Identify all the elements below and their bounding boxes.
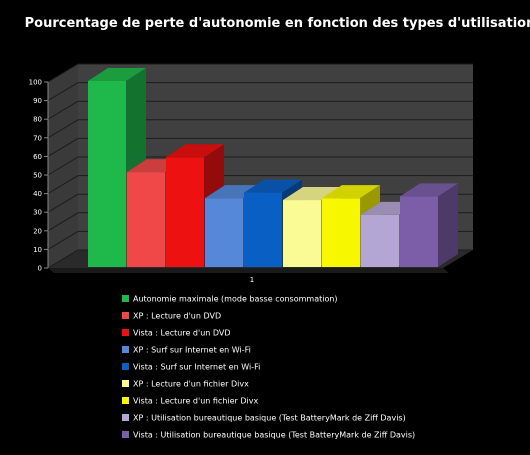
legend-label: XP : Utilisation bureautique basique (Te… [133, 414, 406, 423]
bar-front [244, 192, 282, 267]
bar-front [361, 214, 399, 267]
legend-swatch [122, 363, 129, 370]
legend-item: XP : Utilisation bureautique basique (Te… [122, 414, 406, 423]
y-axis: 0 10 20 30 40 50 60 70 80 90 100 [29, 79, 49, 273]
y-tick-label: 40 [33, 190, 42, 198]
floor-edge [48, 268, 449, 273]
x-tick-label: 1 [250, 276, 254, 284]
legend-label: Vista : Lecture d'un DVD [133, 329, 231, 338]
legend-label: Vista : Utilisation bureautique basique … [133, 431, 415, 440]
grid-line-side [47, 249, 79, 269]
grid-line-side [47, 137, 79, 157]
bars [88, 68, 458, 267]
legend-item: Autonomie maximale (mode basse consommat… [122, 295, 338, 304]
bar-top [400, 183, 458, 197]
grid-line-side [47, 63, 79, 83]
legend-label: Autonomie maximale (mode basse consommat… [133, 295, 338, 304]
legend-label: XP : Surf sur Internet en Wi-Fi [133, 346, 251, 355]
bar-top [205, 185, 263, 199]
y-tick-label: 90 [33, 97, 42, 105]
grid-line-side [47, 156, 79, 176]
y-tick-label: 10 [33, 246, 42, 254]
grid-line-side [47, 212, 79, 232]
legend-label: Vista : Surf sur Internet en Wi-Fi [133, 363, 260, 372]
grid-line-side [47, 230, 79, 250]
bar-front [127, 172, 165, 267]
grid-line-side [47, 119, 79, 139]
y-tick-label: 70 [33, 134, 42, 142]
legend-item: XP : Lecture d'un fichier Divx [122, 380, 249, 389]
legend-swatch [122, 414, 129, 421]
legend-swatch [122, 329, 129, 336]
grid-line-side [47, 175, 79, 195]
legend-swatch [122, 380, 129, 387]
legend-swatch [122, 312, 129, 319]
legend-label: Vista : Lecture d'un fichier Divx [133, 397, 258, 406]
grid-line-side [47, 100, 79, 120]
legend-swatch [122, 346, 129, 353]
legend-item: Vista : Utilisation bureautique basique … [122, 431, 415, 440]
bar-top [322, 185, 380, 199]
legend-swatch [122, 295, 129, 302]
legend-item: XP : Lecture d'un DVD [122, 312, 221, 321]
bar-side [438, 183, 458, 267]
bar-front [322, 198, 360, 267]
bar-front [283, 200, 321, 267]
legend-item: XP : Surf sur Internet en Wi-Fi [122, 346, 251, 355]
chart-title: Pourcentage de perte d'autonomie en fonc… [25, 16, 530, 31]
bar-top [283, 187, 341, 201]
y-tick-label: 20 [33, 227, 42, 235]
bar [400, 183, 458, 267]
legend-swatch [122, 431, 129, 438]
legend-item: Vista : Surf sur Internet en Wi-Fi [122, 363, 260, 372]
bar-front [400, 196, 438, 267]
bar-front [88, 81, 126, 267]
bar-top [166, 144, 224, 158]
bar-front [166, 157, 204, 267]
bar-front [205, 198, 243, 267]
grid-line-side [47, 193, 79, 213]
y-tick-label: 30 [33, 209, 42, 217]
y-tick-label: 60 [33, 153, 42, 161]
legend-item: Vista : Lecture d'un fichier Divx [122, 397, 258, 406]
legend-label: XP : Lecture d'un DVD [133, 312, 221, 321]
grid-line-side [47, 82, 79, 102]
y-tick-label: 0 [38, 265, 42, 273]
bar-top [88, 68, 146, 81]
x-axis: 1 [250, 276, 254, 284]
y-tick-label: 100 [29, 79, 42, 87]
bar-top [244, 179, 302, 193]
legend-swatch [122, 397, 129, 404]
legend: Autonomie maximale (mode basse consommat… [122, 295, 415, 440]
legend-item: Vista : Lecture d'un DVD [122, 329, 231, 338]
legend-label: XP : Lecture d'un fichier Divx [133, 380, 249, 389]
y-tick-label: 50 [33, 172, 42, 180]
y-tick-label: 80 [33, 116, 42, 124]
